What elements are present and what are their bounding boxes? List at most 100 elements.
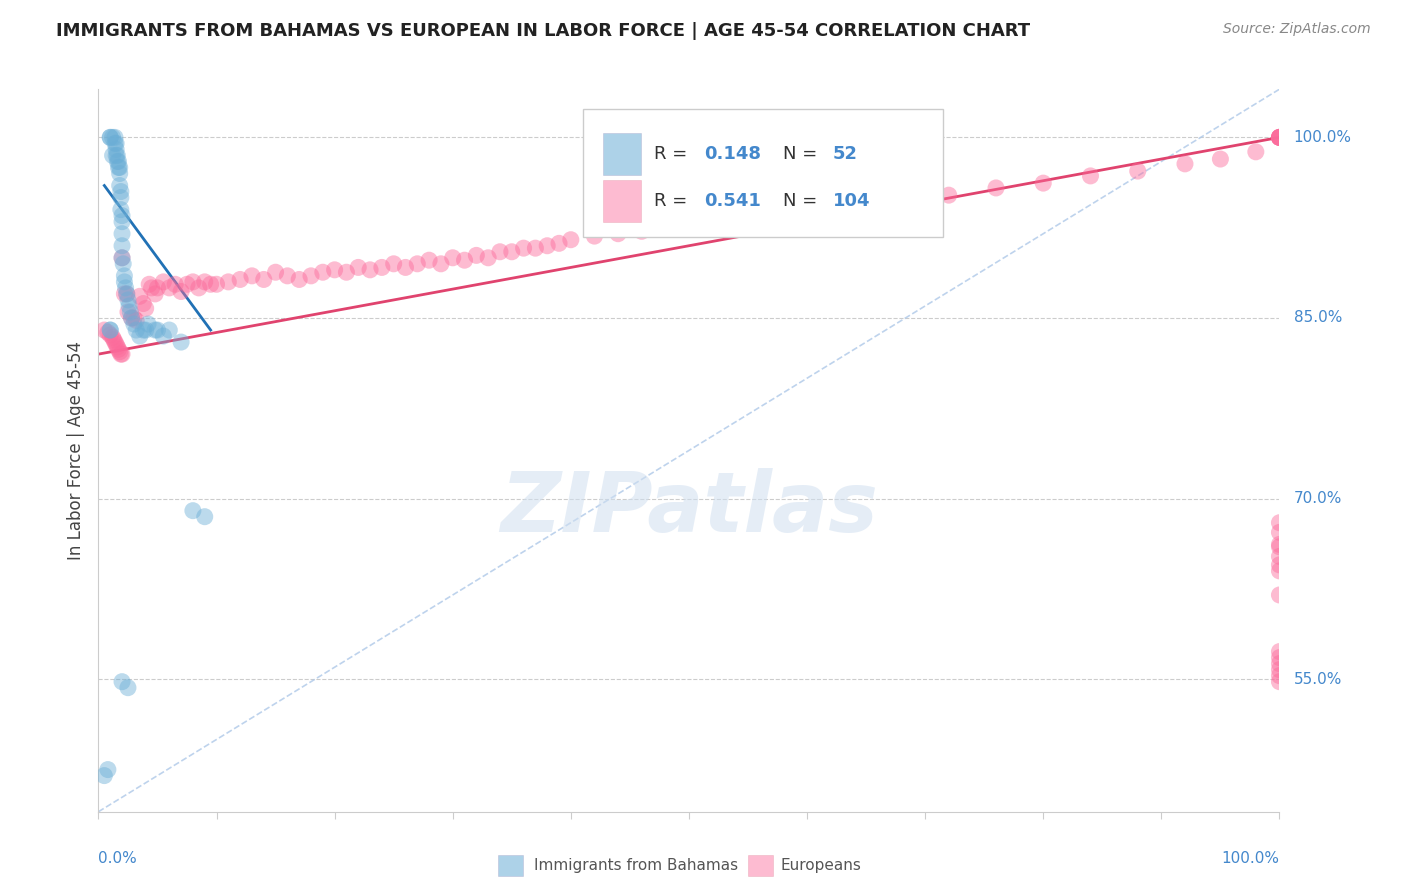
Text: 55.0%: 55.0%	[1294, 672, 1341, 687]
Point	[146, 323, 169, 337]
Point	[110, 202, 132, 217]
Point	[98, 130, 121, 145]
Point	[1268, 130, 1291, 145]
Text: 0.0%: 0.0%	[98, 852, 138, 866]
Point	[1126, 164, 1149, 178]
Point	[276, 268, 298, 283]
Point	[112, 275, 135, 289]
Point	[382, 257, 405, 271]
Point	[465, 248, 488, 262]
Point	[194, 275, 217, 289]
Text: R =: R =	[654, 145, 693, 163]
Point	[98, 130, 121, 145]
Point	[1268, 564, 1291, 578]
Point	[1268, 588, 1291, 602]
Point	[110, 185, 132, 199]
Point	[406, 257, 429, 271]
Point	[111, 251, 134, 265]
Point	[477, 251, 499, 265]
Point	[107, 343, 129, 357]
Point	[97, 326, 120, 340]
Point	[110, 347, 132, 361]
Point	[371, 260, 394, 275]
Point	[524, 241, 547, 255]
Text: 70.0%: 70.0%	[1294, 491, 1341, 506]
Text: 0.148: 0.148	[704, 145, 761, 163]
Point	[111, 214, 134, 228]
Point	[1268, 130, 1291, 145]
Point	[560, 233, 582, 247]
Point	[1268, 537, 1291, 551]
Point	[1268, 657, 1291, 671]
Point	[170, 285, 193, 299]
Point	[104, 335, 127, 350]
Point	[105, 148, 128, 162]
Point	[146, 281, 169, 295]
Point	[108, 344, 131, 359]
Point	[125, 323, 148, 337]
Point	[181, 275, 204, 289]
Point	[1268, 130, 1291, 145]
Point	[135, 301, 157, 316]
FancyBboxPatch shape	[582, 109, 943, 237]
Point	[165, 277, 187, 292]
Point	[607, 227, 630, 241]
Point	[253, 272, 276, 286]
Point	[107, 154, 129, 169]
Point	[105, 340, 128, 354]
Text: N =: N =	[783, 192, 824, 211]
Point	[548, 236, 571, 251]
Point	[181, 504, 204, 518]
Point	[1268, 525, 1291, 540]
Point	[157, 323, 180, 337]
Point	[1174, 157, 1197, 171]
Point	[101, 330, 124, 344]
Point	[1268, 558, 1291, 572]
Point	[122, 317, 145, 331]
Point	[135, 323, 157, 337]
Point	[229, 272, 252, 286]
Point	[120, 305, 142, 319]
Point	[104, 136, 127, 151]
Point	[359, 263, 381, 277]
Point	[394, 260, 416, 275]
Point	[136, 317, 159, 331]
Point	[453, 253, 475, 268]
Point	[121, 311, 143, 326]
Point	[1268, 674, 1291, 689]
Point	[105, 142, 128, 157]
Point	[125, 313, 148, 327]
Point	[441, 251, 464, 265]
Point	[111, 347, 134, 361]
Point	[654, 220, 676, 235]
Point	[93, 769, 115, 783]
Point	[217, 275, 239, 289]
Point	[101, 148, 124, 162]
Point	[117, 681, 139, 695]
Point	[430, 257, 453, 271]
Point	[98, 323, 121, 337]
Point	[312, 265, 335, 279]
Text: Europeans: Europeans	[780, 858, 862, 872]
Point	[132, 323, 155, 337]
Text: 52: 52	[832, 145, 858, 163]
Point	[111, 238, 134, 253]
Text: IMMIGRANTS FROM BAHAMAS VS EUROPEAN IN LABOR FORCE | AGE 45-54 CORRELATION CHART: IMMIGRANTS FROM BAHAMAS VS EUROPEAN IN L…	[56, 22, 1031, 40]
Point	[264, 265, 287, 279]
Point	[1268, 516, 1291, 530]
Point	[630, 224, 652, 238]
Text: R =: R =	[654, 192, 693, 211]
Point	[890, 193, 912, 207]
Point	[938, 188, 960, 202]
Point	[984, 181, 1007, 195]
Point	[152, 329, 174, 343]
Point	[335, 265, 357, 279]
Y-axis label: In Labor Force | Age 45-54: In Labor Force | Age 45-54	[66, 341, 84, 560]
Point	[489, 244, 512, 259]
Point	[1244, 145, 1267, 159]
Point	[299, 268, 322, 283]
Point	[112, 257, 135, 271]
Point	[205, 277, 228, 292]
Point	[111, 674, 134, 689]
Text: Immigrants from Bahamas: Immigrants from Bahamas	[534, 858, 738, 872]
